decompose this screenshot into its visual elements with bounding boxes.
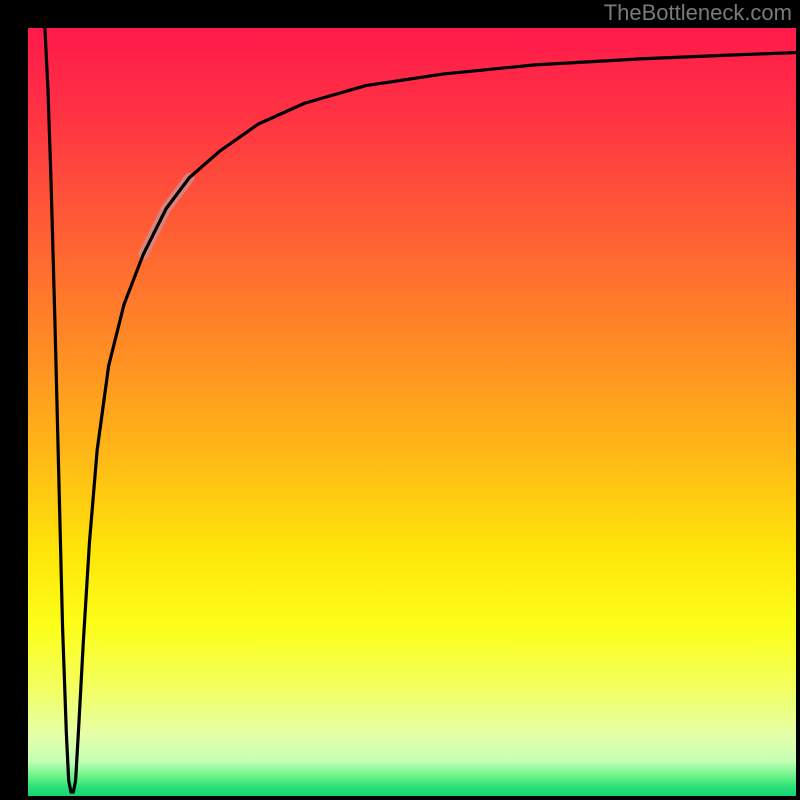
bottleneck-chart [0, 0, 800, 800]
chart-container: TheBottleneck.com [0, 0, 800, 800]
attribution-label: TheBottleneck.com [604, 0, 792, 26]
chart-background-gradient [28, 28, 796, 796]
